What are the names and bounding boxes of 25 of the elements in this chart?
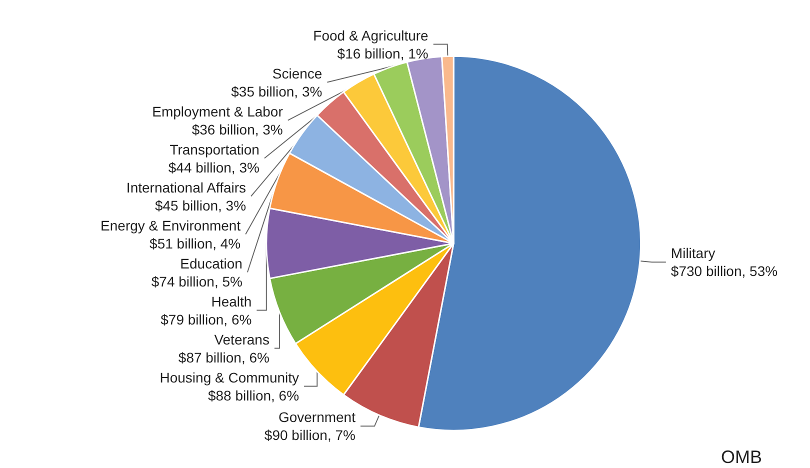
data-label: $730 billion, 53% xyxy=(670,263,778,280)
slice-label: Science xyxy=(272,65,322,82)
data-label: $45 billion, 3% xyxy=(154,197,246,214)
data-label: $79 billion, 6% xyxy=(160,311,252,328)
data-label: $74 billion, 5% xyxy=(151,273,242,290)
slice-label: Government xyxy=(278,409,356,426)
slice-label: International Affairs xyxy=(126,179,246,196)
slice-label: Health xyxy=(211,293,252,310)
slice-label: Military xyxy=(670,245,716,262)
data-label: $44 billion, 3% xyxy=(168,159,260,176)
data-label: $87 billion, 6% xyxy=(178,349,270,366)
slice-label: Housing & Community xyxy=(160,369,300,386)
slice-label: Education xyxy=(180,255,242,272)
data-label: $88 billion, 6% xyxy=(208,387,300,404)
slice-label: Veterans xyxy=(214,331,270,348)
data-label: $35 billion, 3% xyxy=(231,83,322,100)
data-label: $36 billion, 3% xyxy=(192,121,283,138)
slice-label: Energy & Environment xyxy=(100,217,241,234)
data-label: $90 billion, 7% xyxy=(264,427,356,444)
data-label: $51 billion, 4% xyxy=(150,235,241,252)
data-label: $16 billion, 1% xyxy=(337,45,428,62)
slice-label: Transportation xyxy=(170,141,260,158)
text: OMB xyxy=(721,447,762,467)
slice-label: Employment & Labor xyxy=(152,103,284,120)
slice-label: Food & Agriculture xyxy=(313,27,429,44)
